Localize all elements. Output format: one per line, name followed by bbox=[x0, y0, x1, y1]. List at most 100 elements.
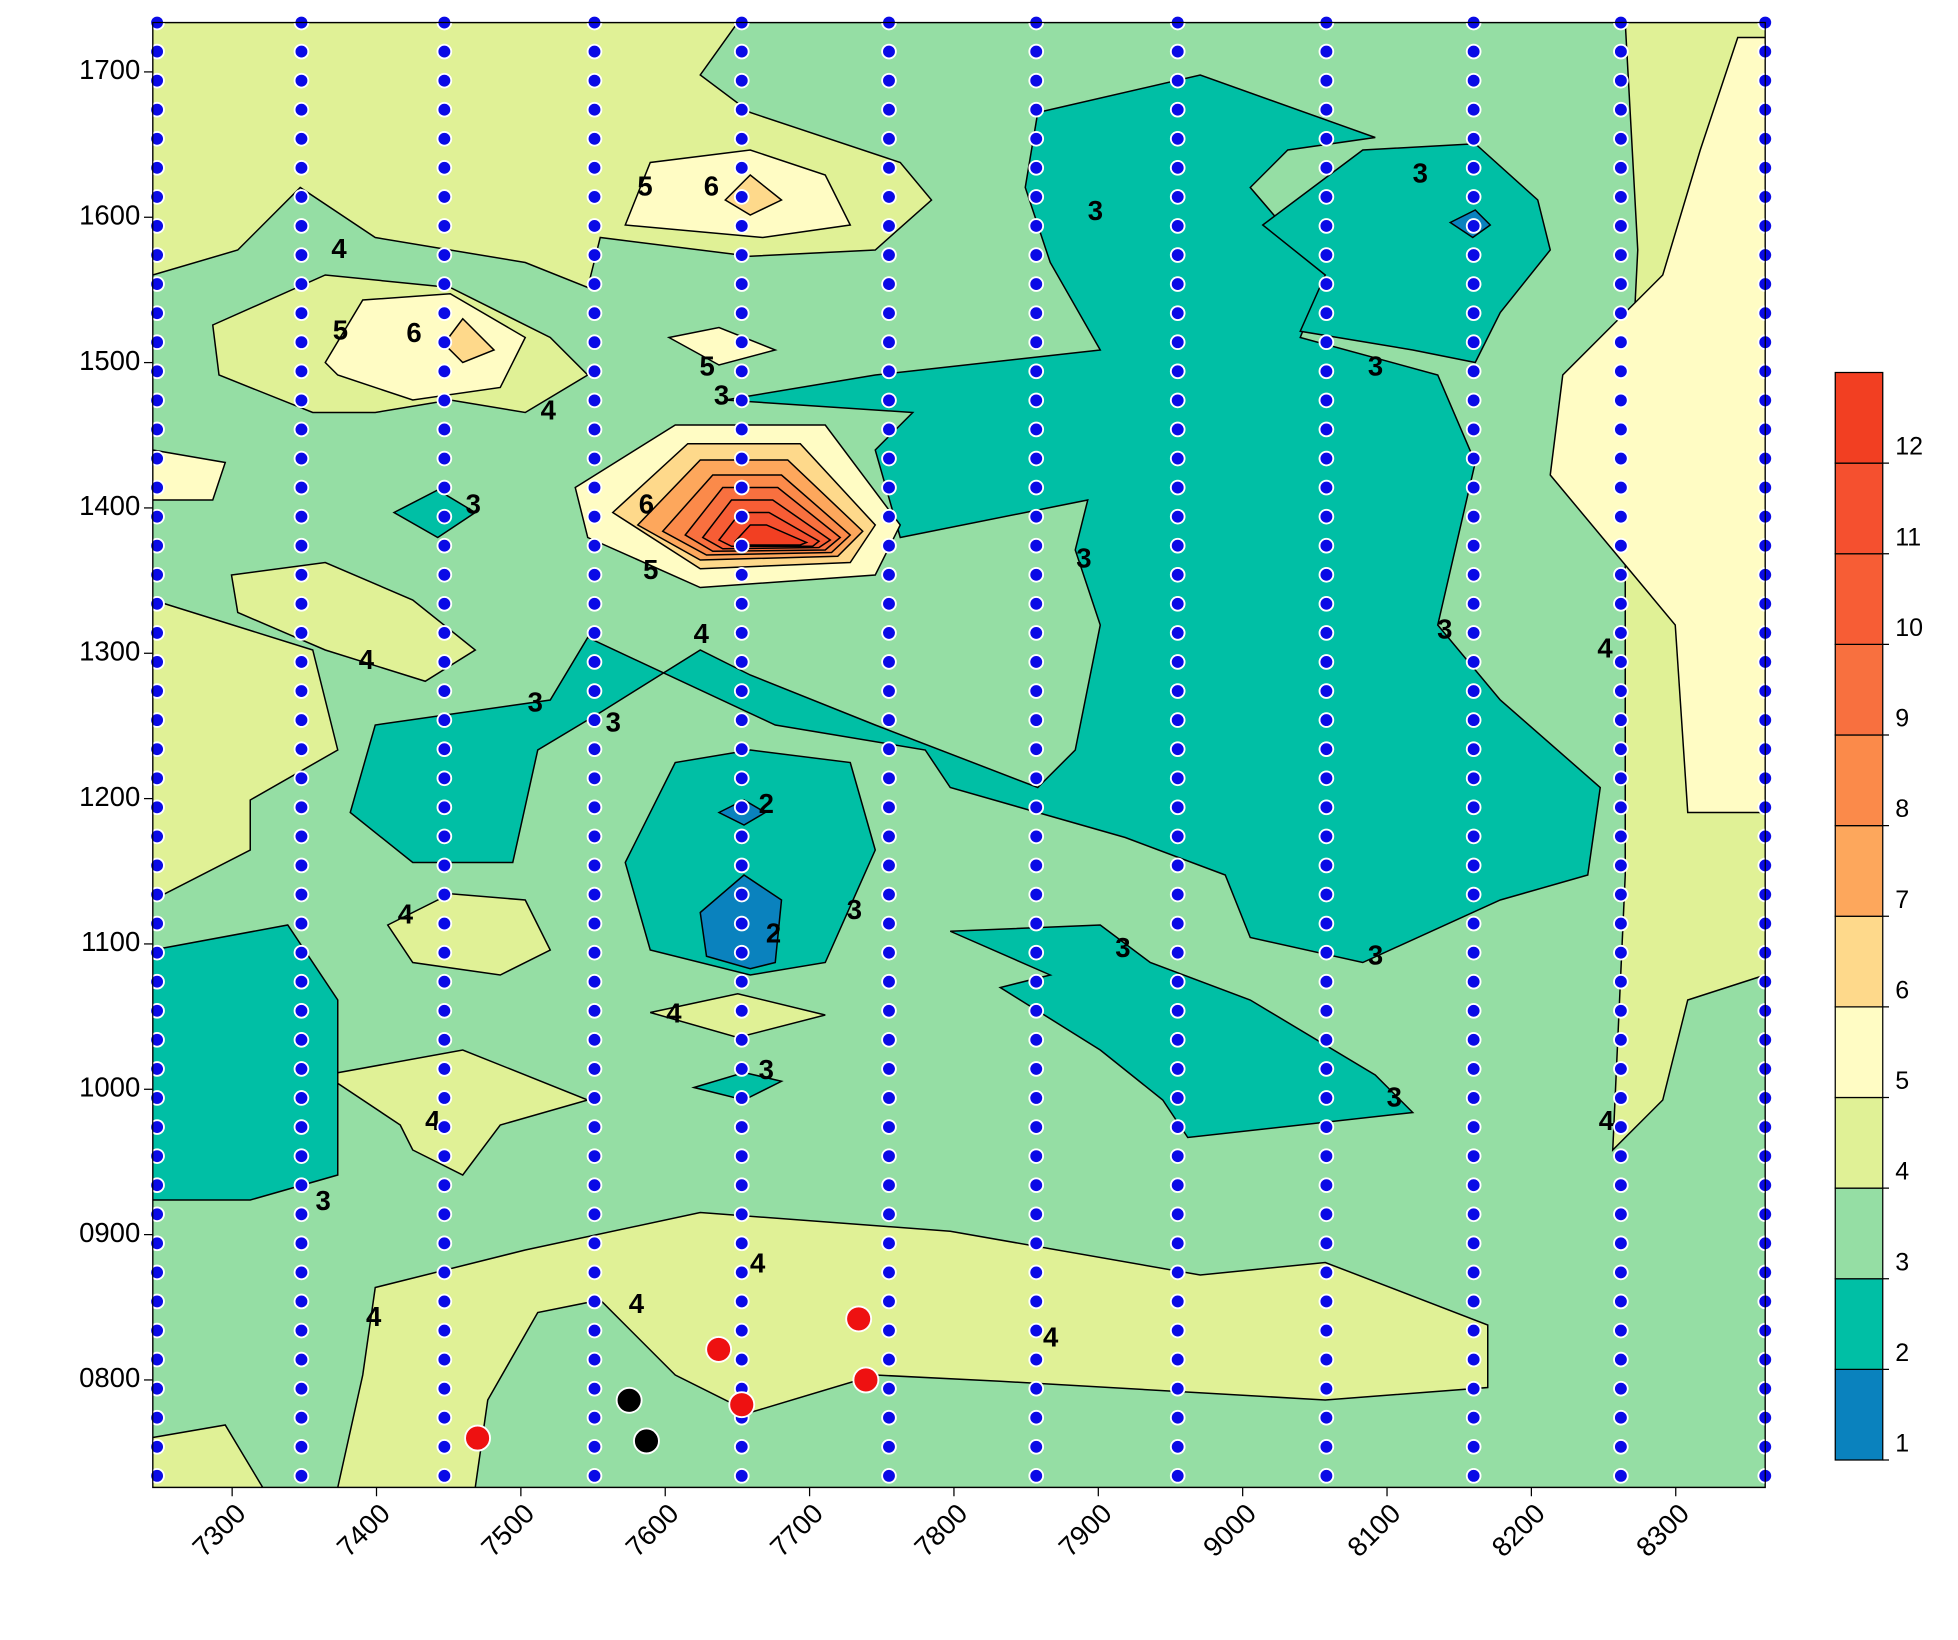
station bbox=[1613, 1438, 1629, 1455]
station bbox=[881, 363, 897, 380]
station bbox=[881, 625, 897, 641]
station bbox=[1613, 1206, 1629, 1223]
station bbox=[1465, 247, 1482, 263]
station bbox=[293, 392, 310, 409]
station bbox=[733, 392, 750, 409]
station bbox=[1028, 886, 1045, 903]
station bbox=[733, 944, 750, 961]
station bbox=[149, 1235, 165, 1252]
station bbox=[1028, 101, 1045, 118]
station bbox=[1028, 1293, 1045, 1310]
station bbox=[1169, 770, 1186, 787]
station bbox=[881, 596, 897, 612]
station bbox=[436, 712, 453, 728]
y-tick-label: 1500 bbox=[79, 345, 140, 376]
station bbox=[293, 828, 310, 845]
colorbar-swatch bbox=[1834, 1006, 1884, 1099]
region bbox=[392, 489, 477, 539]
station bbox=[436, 596, 453, 612]
station bbox=[149, 857, 165, 874]
station bbox=[1465, 683, 1482, 699]
station bbox=[1028, 741, 1045, 757]
y-tick-label: 1200 bbox=[79, 781, 140, 812]
station bbox=[1318, 1032, 1335, 1048]
station bbox=[293, 1119, 310, 1135]
station bbox=[733, 857, 750, 874]
contour-label: 3 bbox=[1115, 932, 1130, 963]
station bbox=[436, 1148, 453, 1164]
station bbox=[1028, 276, 1045, 292]
station bbox=[1169, 799, 1186, 816]
station bbox=[1613, 1235, 1629, 1252]
station bbox=[586, 334, 603, 351]
station bbox=[436, 1351, 453, 1368]
station bbox=[1169, 857, 1186, 874]
station bbox=[1028, 683, 1045, 699]
station bbox=[1028, 247, 1045, 263]
station bbox=[1465, 1119, 1482, 1135]
station bbox=[881, 1235, 897, 1252]
station bbox=[293, 334, 310, 351]
station bbox=[149, 189, 165, 205]
station bbox=[1028, 160, 1045, 176]
station bbox=[586, 1177, 603, 1194]
station bbox=[1465, 596, 1482, 612]
station bbox=[881, 392, 897, 409]
station bbox=[436, 1468, 453, 1484]
station bbox=[1318, 276, 1335, 292]
station bbox=[733, 1351, 750, 1368]
station bbox=[733, 1032, 750, 1048]
colorbar-swatch bbox=[1834, 1187, 1884, 1280]
colorbar-tick-label: 7 bbox=[1895, 886, 1909, 914]
station bbox=[1613, 450, 1629, 467]
station bbox=[1169, 1148, 1186, 1164]
x-tick-label: 7400 bbox=[331, 1497, 396, 1562]
station bbox=[1028, 596, 1045, 612]
x-tick-label: 7500 bbox=[475, 1497, 540, 1562]
station bbox=[1169, 160, 1186, 176]
station bbox=[149, 712, 165, 728]
contour-label: 3 bbox=[1387, 1082, 1402, 1113]
station bbox=[1028, 1235, 1045, 1252]
station bbox=[1465, 392, 1482, 409]
station bbox=[1169, 1468, 1186, 1484]
contour-label: 3 bbox=[528, 686, 543, 717]
station bbox=[1613, 537, 1629, 554]
region bbox=[152, 449, 227, 501]
station bbox=[1028, 1002, 1045, 1019]
station bbox=[1465, 741, 1482, 757]
station bbox=[149, 218, 165, 234]
station bbox=[1613, 1061, 1629, 1077]
station bbox=[1028, 218, 1045, 234]
station bbox=[1613, 1119, 1629, 1135]
station bbox=[881, 1322, 897, 1339]
contour-label: 6 bbox=[704, 170, 719, 201]
station bbox=[436, 1061, 453, 1077]
station bbox=[733, 712, 750, 728]
station bbox=[1028, 1468, 1045, 1484]
station bbox=[293, 1380, 310, 1397]
station bbox=[1465, 450, 1482, 467]
contour-label: 5 bbox=[699, 351, 714, 382]
contour-label: 4 bbox=[1599, 1105, 1615, 1136]
station bbox=[733, 130, 750, 147]
station bbox=[1613, 857, 1629, 874]
point bbox=[633, 1427, 660, 1455]
station bbox=[149, 363, 165, 380]
station bbox=[1028, 1148, 1045, 1164]
station bbox=[149, 247, 165, 263]
station bbox=[881, 1090, 897, 1106]
station bbox=[1028, 1438, 1045, 1455]
station bbox=[149, 1264, 165, 1281]
station bbox=[586, 160, 603, 176]
station bbox=[1465, 1264, 1482, 1281]
station bbox=[586, 915, 603, 932]
station bbox=[586, 1206, 603, 1223]
colorbar-tick-label: 1 bbox=[1895, 1430, 1909, 1458]
station bbox=[1613, 305, 1629, 321]
x-tick-label: 9000 bbox=[1197, 1497, 1262, 1562]
station bbox=[293, 596, 310, 612]
station bbox=[733, 218, 750, 234]
region bbox=[443, 317, 496, 364]
station bbox=[1028, 479, 1045, 496]
